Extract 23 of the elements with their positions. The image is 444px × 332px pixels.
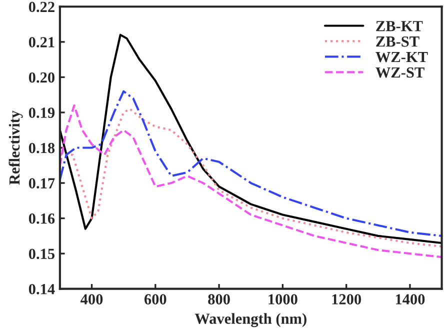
y-tick-label: 0.14 — [28, 284, 55, 294]
x-tick-label: 600 — [144, 294, 166, 304]
y-tick-label: 0.20 — [28, 72, 54, 83]
x-tick-label: 1000 — [268, 294, 298, 304]
x-axis-title: Wavelength (nm) — [194, 313, 306, 328]
y-tick-label: 0.22 — [28, 2, 54, 12]
x-tick-label: 400 — [80, 294, 103, 304]
x-tick-label: 1200 — [332, 294, 362, 304]
y-tick-label: 0.19 — [28, 108, 55, 118]
y-axis-title: Reflectivity — [8, 110, 23, 185]
y-tick-label: 0.16 — [28, 213, 55, 224]
line-series — [60, 90, 442, 237]
y-tick-label: 0.21 — [28, 37, 54, 48]
legend-label: WZ-ST — [376, 67, 424, 78]
line-series — [60, 34, 442, 244]
legend-label: WZ-KT — [376, 52, 428, 62]
legend-label: ZB-KT — [376, 21, 423, 32]
y-tick-label: 0.15 — [28, 248, 55, 260]
x-tick-label: 1400 — [396, 294, 425, 304]
y-tick-label: 0.17 — [28, 178, 55, 189]
legend-label: ZB-ST — [376, 36, 420, 47]
y-tick-label: 0.18 — [28, 142, 55, 154]
x-tick-label: 800 — [208, 294, 230, 304]
